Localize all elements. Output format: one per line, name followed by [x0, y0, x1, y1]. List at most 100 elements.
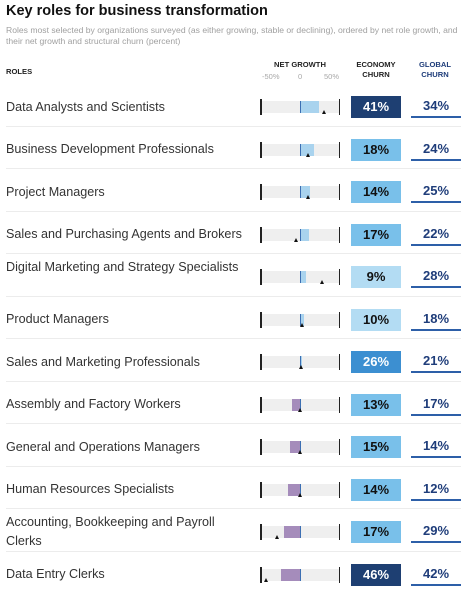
track-end-cap: [260, 184, 262, 201]
economy-net-growth-bar: [284, 526, 300, 539]
zero-line: [300, 483, 301, 496]
track-end-cap: [338, 184, 340, 201]
track-end-cap: [260, 524, 262, 541]
chart-subtitle: Roles most selected by organizations sur…: [6, 25, 458, 46]
global-churn-value: 18%: [411, 309, 461, 331]
economy-net-growth-bar: [300, 271, 306, 284]
zero-line: [300, 441, 301, 454]
zero-line: [300, 568, 301, 581]
table-row: Assembly and Factory Workers 13% 17%: [0, 382, 476, 424]
economy-net-growth-bar: [300, 143, 315, 156]
role-label: Assembly and Factory Workers: [6, 397, 181, 412]
net-growth-track: [260, 184, 340, 201]
track-end-cap: [260, 354, 262, 371]
economy-churn-value: 9%: [351, 266, 401, 289]
row-divider: [6, 380, 461, 382]
global-net-growth-marker: [299, 322, 304, 327]
table-row: Product Managers 10% 18%: [0, 297, 476, 339]
tick-label-zero: 0: [298, 72, 303, 81]
economy-net-growth-bar: [288, 483, 300, 496]
economy-churn-value: 13%: [351, 393, 401, 416]
net-growth-track: [260, 141, 340, 158]
economy-churn-value: 26%: [351, 351, 401, 374]
global-churn-value: 42%: [411, 564, 461, 586]
track-end-cap: [260, 566, 262, 583]
global-net-growth-marker: [319, 280, 324, 285]
global-net-growth-marker: [321, 110, 326, 115]
net-growth-track: [260, 99, 340, 116]
global-churn-value: 12%: [411, 479, 461, 501]
global-net-growth-marker: [305, 195, 310, 200]
track-end-cap: [338, 141, 340, 158]
role-label: Human Resources Specialists: [6, 482, 174, 497]
role-label: Data Entry Clerks: [6, 567, 105, 582]
track-end-cap: [338, 566, 340, 583]
economy-churn-header: ECONOMY CHURN: [356, 60, 396, 79]
track-end-cap: [260, 141, 262, 158]
role-label: Digital Marketing and Strategy Specialis…: [6, 260, 239, 275]
zero-line: [300, 313, 301, 326]
zero-line: [300, 143, 301, 156]
zero-line: [300, 101, 301, 114]
role-label: General and Operations Managers: [6, 439, 200, 454]
role-label: Sales and Purchasing Agents and Brokers: [6, 227, 242, 242]
row-divider: [6, 168, 461, 169]
tick-label-min: -50%: [262, 72, 280, 81]
net-growth-track: [260, 269, 340, 286]
table-row: Data Entry Clerks 46% 42%: [0, 552, 476, 595]
row-divider: [6, 465, 461, 467]
global-net-growth-marker: [297, 407, 302, 412]
global-churn-value: 14%: [411, 436, 461, 459]
zero-line: [300, 526, 301, 539]
global-net-growth-marker: [297, 492, 302, 497]
global-net-growth-marker: [297, 450, 302, 455]
role-label: Accounting, Bookkeeping and Payroll Cler…: [6, 515, 215, 549]
table-row: Human Resources Specialists 14% 12%: [0, 467, 476, 509]
track-end-cap: [338, 481, 340, 498]
global-churn-value: 34%: [411, 96, 461, 119]
role-label: Project Managers: [6, 184, 105, 199]
global-net-growth-marker: [299, 365, 304, 370]
economy-churn-value: 17%: [351, 223, 401, 246]
zero-line: [300, 186, 301, 199]
track-end-cap: [260, 396, 262, 413]
zero-line: [300, 398, 301, 411]
global-net-growth-marker: [275, 535, 280, 540]
net-growth-track: [260, 311, 340, 328]
net-growth-track: [260, 524, 340, 541]
net-growth-header: NET GROWTH: [274, 60, 326, 69]
track-end-cap: [338, 311, 340, 328]
net-growth-track: [260, 354, 340, 371]
net-growth-track: [260, 396, 340, 413]
track-end-cap: [260, 481, 262, 498]
economy-churn-value: 41%: [351, 96, 401, 119]
row-divider: [6, 253, 461, 254]
net-growth-track: [260, 439, 340, 456]
global-churn-value: 21%: [411, 351, 461, 374]
global-churn-value: 17%: [411, 394, 461, 416]
table-row: Project Managers 14% 25%: [0, 169, 476, 212]
row-divider: [6, 125, 461, 127]
table-row: General and Operations Managers 15% 14%: [0, 424, 476, 467]
track-end-cap: [338, 396, 340, 413]
track-end-cap: [260, 311, 262, 328]
row-divider: [6, 508, 461, 509]
economy-net-growth-bar: [292, 398, 300, 411]
track-end-cap: [260, 439, 262, 456]
tick-label-max: 50%: [324, 72, 340, 81]
economy-net-growth-bar: [300, 228, 309, 241]
economy-churn-value: 17%: [351, 521, 401, 544]
row-divider: [6, 210, 461, 212]
global-net-growth-marker: [306, 152, 311, 157]
table-row: Sales and Marketing Professionals 26% 21%: [0, 339, 476, 382]
net-growth-track: [260, 226, 340, 243]
zero-line: [300, 271, 301, 284]
net-growth-track: [260, 481, 340, 498]
economy-net-growth-bar: [300, 356, 303, 369]
global-churn-header: GLOBAL CHURN: [418, 60, 452, 79]
economy-net-growth-bar: [300, 313, 304, 326]
zero-line: [300, 356, 301, 369]
role-label: Data Analysts and Scientists: [6, 99, 165, 114]
row-divider: [6, 550, 461, 552]
track-end-cap: [338, 99, 340, 116]
